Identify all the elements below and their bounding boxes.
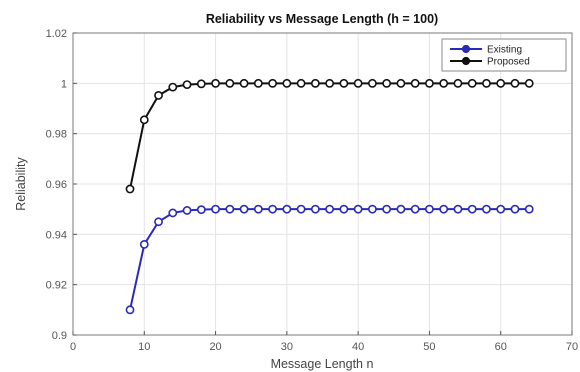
x-tick-label: 30 <box>281 341 293 353</box>
x-tick-label: 60 <box>495 341 507 353</box>
data-point-proposed <box>382 78 392 88</box>
data-point-existing <box>382 204 392 214</box>
data-point-existing <box>225 204 235 214</box>
data-point-proposed <box>239 78 249 88</box>
x-tick-label: 10 <box>138 341 150 353</box>
data-point-proposed <box>310 78 320 88</box>
data-point-proposed <box>453 78 463 88</box>
data-point-existing <box>168 208 178 218</box>
data-point-proposed <box>439 78 449 88</box>
legend-item-existing: Existing <box>450 45 522 56</box>
data-point-proposed <box>125 184 135 194</box>
data-point-existing <box>268 204 277 214</box>
x-tick-label: 50 <box>423 341 435 353</box>
data-point-proposed <box>396 78 406 88</box>
series-proposed <box>125 78 534 194</box>
data-point-proposed <box>196 79 206 89</box>
data-point-existing <box>139 239 149 249</box>
y-tick-label: 0.98 <box>46 129 67 141</box>
data-point-existing <box>196 205 206 215</box>
y-tick-label: 1.02 <box>46 28 67 40</box>
data-point-proposed <box>253 78 263 88</box>
data-point-existing <box>239 204 249 214</box>
data-point-existing <box>367 204 377 214</box>
data-point-proposed <box>425 78 434 88</box>
x-tick-label: 70 <box>566 341 578 353</box>
data-point-proposed <box>367 78 377 88</box>
data-point-existing <box>253 204 263 214</box>
data-point-proposed <box>482 78 491 88</box>
data-point-existing <box>339 204 349 214</box>
data-point-proposed <box>467 78 477 88</box>
data-point-existing <box>482 204 491 214</box>
x-tick-label: 20 <box>209 341 221 353</box>
data-point-existing <box>125 305 135 315</box>
data-point-proposed <box>211 78 220 88</box>
data-point-proposed <box>339 78 349 88</box>
data-point-proposed <box>154 91 163 100</box>
y-tick-label: 0.94 <box>46 229 67 241</box>
data-point-proposed <box>510 78 520 88</box>
data-point-existing <box>282 204 292 214</box>
data-point-existing <box>453 204 463 214</box>
data-point-existing <box>496 204 506 214</box>
data-point-existing <box>524 204 534 214</box>
data-point-proposed <box>325 78 335 88</box>
y-axis-ticks: 0.9 0.92 0.94 0.96 0.98 1 1.02 <box>46 28 77 342</box>
data-point-existing <box>396 204 406 214</box>
data-point-existing <box>510 204 520 214</box>
data-point-existing <box>425 204 434 214</box>
legend-item-proposed: Proposed <box>450 57 530 68</box>
series-line-existing <box>129 208 530 311</box>
data-point-proposed <box>296 78 306 88</box>
y-axis-label: Reliability <box>14 157 28 211</box>
data-point-proposed <box>410 78 420 88</box>
data-point-proposed <box>524 78 534 88</box>
y-tick-label: 1 <box>61 78 67 90</box>
data-point-proposed <box>182 80 192 89</box>
series-existing <box>125 204 534 315</box>
data-point-existing <box>310 204 320 214</box>
y-tick-label: 0.96 <box>46 179 67 191</box>
data-point-proposed <box>496 78 506 88</box>
y-tick-label: 0.9 <box>52 330 67 342</box>
data-point-proposed <box>353 78 363 88</box>
data-point-existing <box>467 204 477 214</box>
data-point-existing <box>296 204 306 214</box>
x-axis-label: Message Length n <box>271 357 374 371</box>
legend-marker <box>461 44 471 54</box>
chart-title: Reliability vs Message Length (h = 100) <box>206 12 438 26</box>
series-layer <box>125 78 534 315</box>
x-axis-ticks: 0 10 20 30 40 50 60 70 <box>70 331 578 353</box>
data-point-existing <box>154 217 163 227</box>
legend-box <box>441 38 567 72</box>
data-point-proposed <box>139 115 149 125</box>
data-point-existing <box>211 204 220 214</box>
data-point-proposed <box>225 78 235 88</box>
series-line-proposed <box>129 82 530 190</box>
data-point-existing <box>325 204 335 214</box>
data-point-existing <box>353 204 363 214</box>
data-point-existing <box>182 206 192 215</box>
y-tick-label: 0.92 <box>46 280 67 292</box>
data-point-proposed <box>168 82 178 92</box>
data-point-proposed <box>282 78 292 88</box>
x-tick-label: 0 <box>70 341 76 353</box>
grid-lines <box>72 32 573 336</box>
legend-label: Existing <box>487 45 522 56</box>
legend-marker <box>461 56 471 66</box>
legend-label: Proposed <box>487 57 530 68</box>
data-point-existing <box>439 204 449 214</box>
data-point-proposed <box>268 78 277 88</box>
data-point-existing <box>410 204 420 214</box>
x-tick-label: 40 <box>352 341 364 353</box>
